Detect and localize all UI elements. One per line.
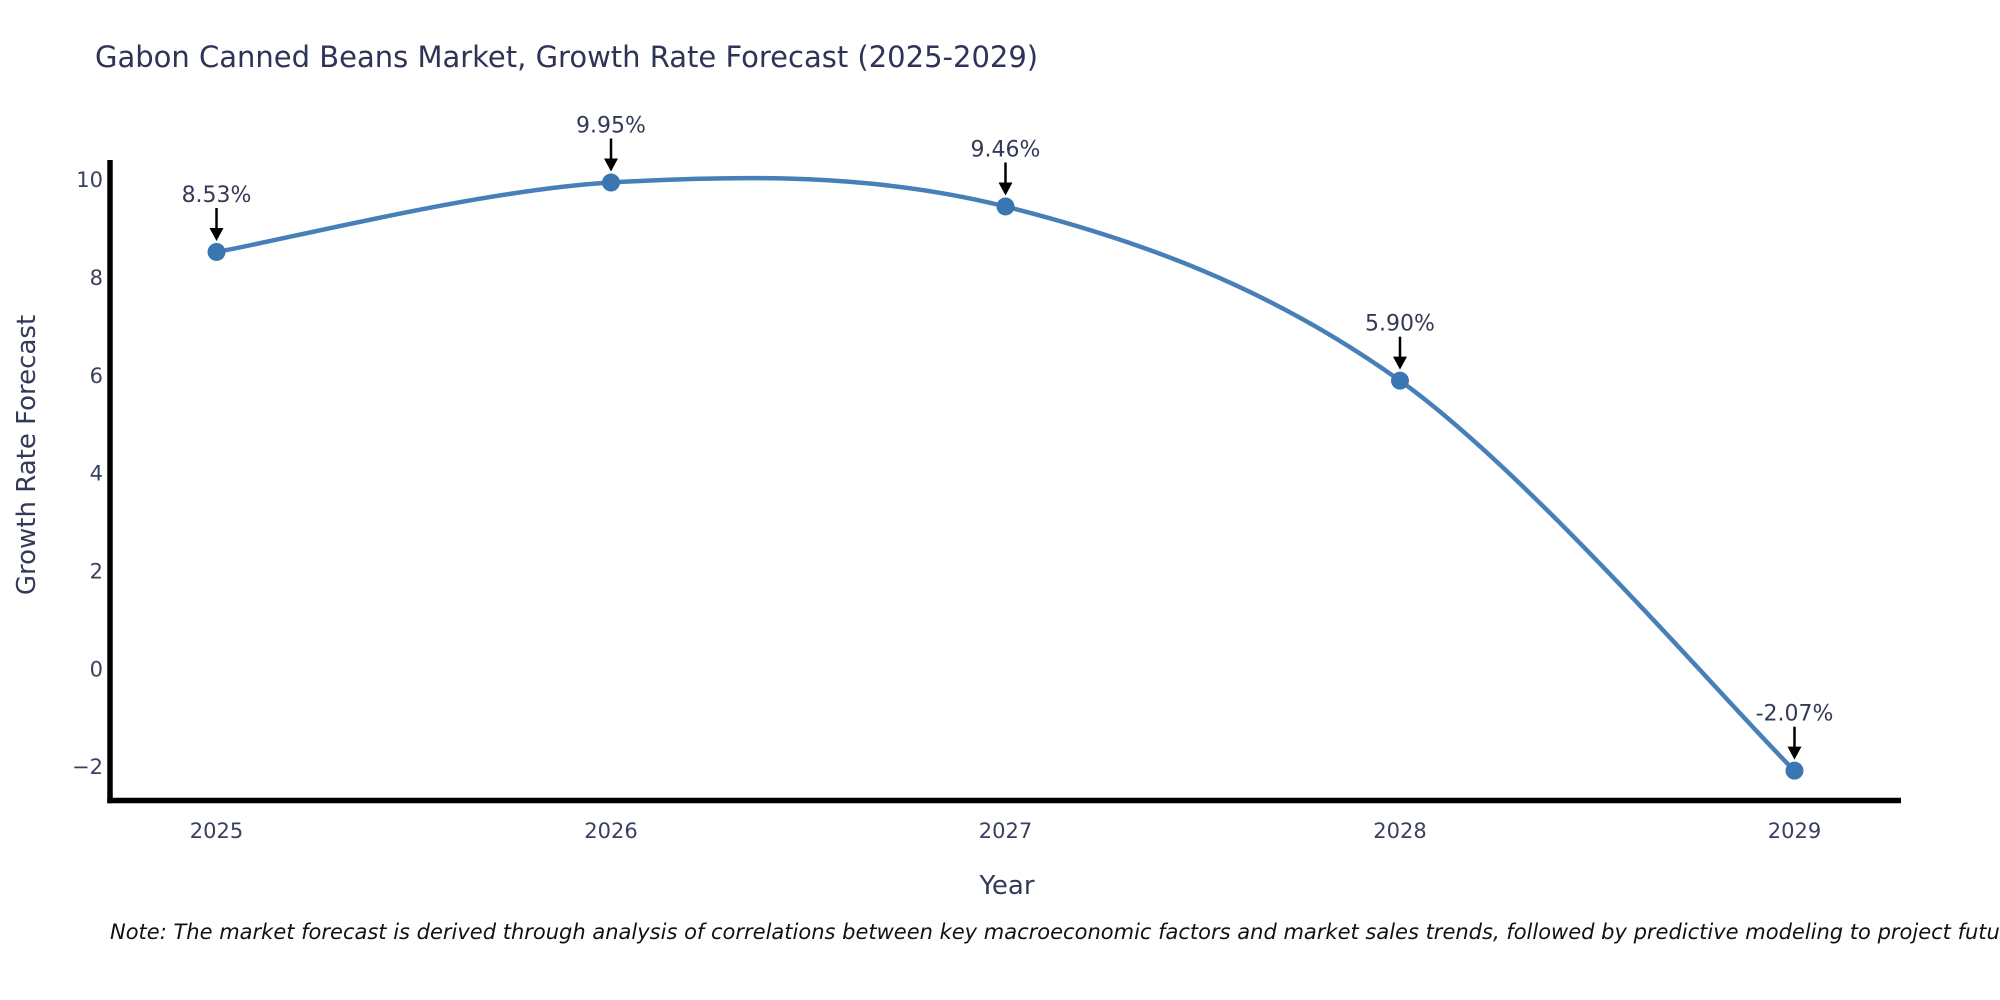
annotation-arrowhead [209,227,224,241]
x-tick-label: 2025 [190,819,243,843]
annotation-arrowhead [998,182,1013,196]
point-value-label: 9.46% [971,137,1041,162]
point-value-label: 8.53% [182,183,252,208]
y-tick-label: 8 [90,266,103,290]
x-tick-label: 2029 [1768,819,1821,843]
forecast-line [214,175,1797,773]
point-value-label: -2.07% [1756,702,1834,727]
y-tick-label: 4 [90,462,103,486]
x-tick-label: 2026 [584,819,637,843]
annotation-arrowhead [1392,356,1407,370]
data-point-marker[interactable] [1390,371,1409,390]
x-tick-label: 2028 [1373,819,1426,843]
data-point-marker[interactable] [1785,761,1804,780]
chart-title: Gabon Canned Beans Market, Growth Rate F… [95,40,1039,74]
y-tick-label: −2 [72,755,103,779]
x-axis-title: Year [979,871,1035,901]
x-tick-label: 2027 [979,819,1032,843]
annotation-arrowhead [1787,746,1802,760]
point-value-label: 5.90% [1365,312,1435,337]
footnote: Note: The market forecast is derived thr… [110,920,2000,944]
annotation-arrowhead [604,158,619,172]
point-value-label: 9.95% [576,114,646,139]
data-point-marker[interactable] [996,197,1015,216]
y-tick-label: 0 [90,657,103,681]
data-point-marker[interactable] [602,173,621,192]
y-tick-label: 10 [76,168,103,192]
data-point-marker[interactable] [207,242,226,261]
y-tick-label: 6 [90,364,103,388]
y-tick-label: 2 [90,560,103,584]
y-axis-title: Growth Rate Forecast [12,314,42,596]
